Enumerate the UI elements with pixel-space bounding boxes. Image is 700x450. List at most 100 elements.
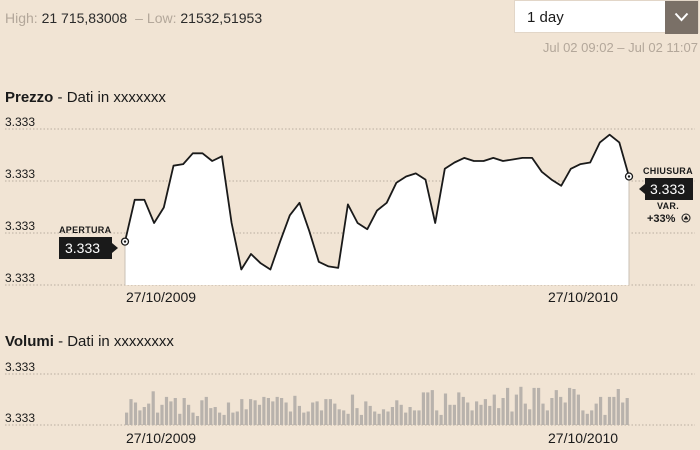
up-arrow-icon: [681, 213, 691, 223]
price-chart: 3.333 3.333 3.333 3.333 27/10/2009 27/10/2010…: [5, 115, 695, 305]
x-tick-label: 27/10/2009: [126, 430, 196, 446]
high-low-summary: High: 21 715,83008 – Low: 21532,51953: [5, 10, 262, 26]
volume-bar: [563, 402, 567, 425]
volume-bar: [541, 403, 545, 425]
volume-bar: [311, 402, 315, 425]
volume-bar: [399, 404, 403, 426]
volume-bar: [342, 410, 346, 425]
volume-bar: [337, 409, 341, 426]
volume-bar: [164, 396, 169, 425]
volume-bar: [581, 410, 585, 425]
period-dropdown[interactable]: 1 day: [514, 0, 699, 34]
volume-bar: [523, 403, 527, 425]
open-tag-pointer: [112, 243, 118, 253]
volume-bar: [439, 414, 443, 425]
volume-bar: [182, 398, 186, 425]
volume-bar: [475, 401, 479, 425]
volume-bar: [572, 389, 576, 425]
price-subtitle: - Dati in xxxxxxx: [57, 89, 166, 106]
volume-bar: [297, 405, 301, 425]
volume-bar: [293, 395, 297, 426]
high-low-separator: –: [135, 10, 143, 26]
volume-bar: [488, 405, 492, 425]
volume-bar: [594, 403, 598, 425]
close-label: CHIUSURA: [643, 166, 693, 176]
volume-bar: [412, 410, 417, 425]
volume-bar: [151, 391, 155, 426]
period-dropdown-value: 1 day: [527, 9, 564, 26]
volume-bar: [266, 398, 270, 425]
volume-bar: [443, 393, 448, 425]
close-value: 3.333: [650, 181, 685, 197]
volume-bar: [156, 412, 160, 425]
volume-bar: [621, 402, 625, 425]
volume-chart: 3.333 3.333 27/10/2009 27/10/2010: [5, 360, 695, 446]
volume-bar: [333, 403, 337, 425]
y-tick-label: 3.333: [5, 219, 35, 233]
chevron-down-icon: [674, 12, 689, 22]
volume-bar: [191, 412, 195, 425]
volume-bar: [590, 410, 594, 425]
volume-bar: [262, 396, 266, 425]
volume-bar: [315, 401, 319, 425]
close-point-dot: [627, 175, 631, 178]
volume-bar: [284, 402, 288, 425]
volume-bar: [612, 396, 616, 425]
volume-bar: [545, 410, 549, 425]
close-value-tag: [645, 178, 693, 200]
volume-bar: [532, 387, 536, 425]
volume-bar: [390, 407, 394, 425]
volume-bar: [324, 399, 328, 425]
volume-bar: [479, 404, 483, 426]
volume-bar: [142, 407, 146, 425]
volume-bar: [275, 396, 279, 425]
up-arrow-glyph: [683, 215, 689, 220]
volume-bar: [271, 401, 275, 425]
y-tick-label: 3.333: [5, 360, 35, 374]
price-title: Prezzo: [5, 89, 54, 106]
volume-bar: [421, 392, 425, 425]
volume-bar: [129, 399, 133, 425]
x-tick-label: 27/10/2010: [548, 430, 618, 446]
volume-bar: [599, 396, 603, 425]
volume-bar: [550, 398, 554, 425]
volume-bar: [359, 414, 363, 425]
dropdown-toggle-button[interactable]: [665, 1, 698, 34]
volume-bar: [204, 396, 208, 425]
y-tick-label: 3.333: [5, 115, 35, 129]
volume-bar: [350, 394, 355, 425]
volume-bar: [178, 413, 182, 426]
volume-bar: [138, 410, 142, 425]
volume-bar: [280, 398, 284, 425]
volume-bar: [160, 404, 164, 426]
volume-bar: [169, 401, 173, 425]
volume-bar: [231, 412, 235, 425]
volume-bar: [319, 410, 324, 425]
volume-bar: [448, 404, 452, 426]
volume-bar: [417, 410, 421, 425]
volume-bar: [408, 407, 412, 425]
volume-bar: [625, 398, 629, 425]
volume-title: Volumi: [5, 333, 54, 350]
volume-bar: [195, 416, 200, 425]
volume-bar: [519, 386, 523, 426]
volume-bar: [381, 409, 386, 426]
high-value: 21 715,83008: [41, 10, 128, 26]
volume-bar: [226, 402, 231, 425]
volume-bar: [222, 414, 226, 425]
volume-bar: [616, 389, 620, 425]
time-range: Jul 02 09:02 – Jul 02 11:07: [542, 40, 698, 55]
low-label: Low:: [146, 10, 177, 26]
volume-bar: [213, 407, 217, 425]
volume-bar: [355, 408, 359, 425]
volume-bar: [306, 411, 310, 425]
volume-bar: [288, 411, 293, 425]
volume-bar: [568, 387, 572, 425]
volume-bar: [435, 410, 439, 425]
volume-bar: [452, 404, 456, 426]
high-label: High:: [5, 10, 38, 26]
volume-bar: [328, 399, 332, 425]
volume-bar: [483, 399, 487, 425]
y-tick-label: 3.333: [5, 167, 35, 181]
volume-bar: [576, 394, 580, 425]
